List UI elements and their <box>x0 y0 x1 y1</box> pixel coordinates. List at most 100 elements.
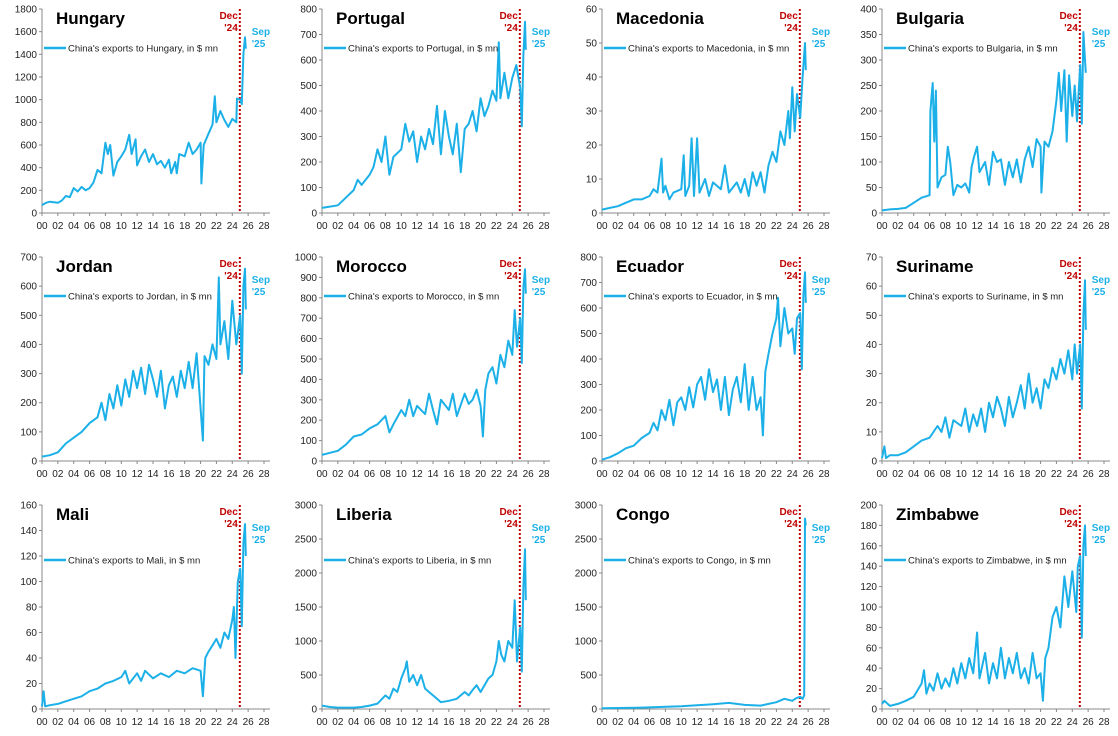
x-tick-label: 22 <box>491 221 503 232</box>
x-tick-label: 00 <box>876 717 888 728</box>
x-tick-label: 00 <box>596 469 608 480</box>
legend-label: China's exports to Congo, in $ mn <box>628 556 771 567</box>
x-tick-label: 10 <box>956 717 968 728</box>
series-line-macedonia <box>601 42 807 211</box>
x-tick-label: 28 <box>258 717 270 728</box>
line-chart: 0 50 100 150 200 250 300 350 400 00 02 04 06 08 10 12 14… <box>860 5 1110 233</box>
legend-label: China's exports to Bulgaria, in $ mn <box>908 44 1058 55</box>
chart-title: Mali <box>56 505 89 524</box>
x-tick-label: 10 <box>116 469 128 480</box>
y-tick-label: 50 <box>586 39 598 50</box>
y-tick-label: 2000 <box>575 569 598 580</box>
x-tick-label: 22 <box>771 717 783 728</box>
x-tick-label: 16 <box>1003 717 1015 728</box>
x-tick-label: 26 <box>1083 221 1095 232</box>
chart-panel-ecuador: 0 100 200 300 400 500 600 700 800 00 02 04 06 08 10 12 1… <box>560 248 840 488</box>
y-tick-label: 60 <box>26 628 38 639</box>
x-tick-label: 10 <box>676 717 688 728</box>
x-tick-label: 24 <box>507 221 519 232</box>
y-tick-label: 800 <box>20 118 37 129</box>
y-tick-label: 200 <box>860 107 877 118</box>
marker-label-month: Dec <box>499 259 518 270</box>
x-tick-label: 16 <box>723 221 735 232</box>
x-tick-label: 08 <box>380 469 392 480</box>
x-tick-label: 20 <box>755 469 767 480</box>
end-label-month: Sep <box>812 27 830 38</box>
y-tick-label: 160 <box>20 501 37 512</box>
legend-label: China's exports to Suriname, in $ mn <box>908 292 1063 303</box>
y-tick-label: 1000 <box>15 95 38 106</box>
series-line-congo <box>601 517 807 710</box>
x-tick-label: 22 <box>771 221 783 232</box>
x-tick-label: 10 <box>396 469 408 480</box>
y-tick-label: 80 <box>26 603 38 614</box>
x-tick-label: 04 <box>628 221 640 232</box>
y-tick-label: 40 <box>866 664 878 675</box>
x-tick-label: 14 <box>987 469 999 480</box>
x-tick-label: 02 <box>52 717 64 728</box>
y-tick-label: 600 <box>300 56 317 67</box>
x-tick-label: 02 <box>332 469 344 480</box>
y-tick-label: 120 <box>20 552 37 563</box>
x-tick-label: 28 <box>258 469 270 480</box>
marker-label-month: Dec <box>779 259 798 270</box>
y-tick-label: 0 <box>591 457 597 468</box>
chart-panel-hungary: 0 200 400 600 800 1000 1200 1400 1600 1800 00 02 04 0… <box>0 0 280 240</box>
x-tick-label: 24 <box>787 717 799 728</box>
line-chart: 0 10 20 30 40 50 60 00 02 04 06 08 10 12 14 16 18 20 22 24 2… <box>586 5 830 233</box>
x-tick-label: 20 <box>755 221 767 232</box>
x-tick-label: 06 <box>84 221 96 232</box>
y-tick-label: 800 <box>300 5 317 16</box>
x-tick-label: 18 <box>739 717 751 728</box>
x-tick-label: 20 <box>195 469 207 480</box>
y-tick-label: 60 <box>586 5 598 16</box>
x-tick-label: 16 <box>723 717 735 728</box>
y-tick-label: 140 <box>860 562 877 573</box>
x-tick-label: 20 <box>195 717 207 728</box>
x-tick-label: 10 <box>956 221 968 232</box>
x-tick-label: 16 <box>1003 221 1015 232</box>
y-tick-label: 180 <box>860 521 877 532</box>
end-label-year: '25 <box>532 39 546 50</box>
y-tick-label: 100 <box>300 183 317 194</box>
chart-title: Zimbabwe <box>896 505 979 524</box>
x-tick-label: 08 <box>380 221 392 232</box>
x-tick-label: 18 <box>739 469 751 480</box>
chart-title: Portugal <box>336 9 405 28</box>
x-tick-label: 22 <box>211 221 223 232</box>
marker-label-year: '24 <box>504 519 518 530</box>
x-tick-label: 18 <box>739 221 751 232</box>
y-tick-label: 500 <box>300 81 317 92</box>
x-tick-label: 12 <box>692 717 704 728</box>
x-tick-label: 14 <box>427 469 439 480</box>
chart-panel-zimbabwe: 0 20 40 60 80 100 120 140 160 180 200 00 02 04 06 08 10 1… <box>840 496 1118 736</box>
end-label-month: Sep <box>532 523 550 534</box>
y-tick-label: 0 <box>311 209 317 220</box>
x-tick-label: 08 <box>100 717 112 728</box>
y-tick-label: 1600 <box>15 27 38 38</box>
marker-label-month: Dec <box>219 259 238 270</box>
x-tick-label: 16 <box>163 469 175 480</box>
end-label-year: '25 <box>812 287 826 298</box>
y-tick-label: 80 <box>866 623 878 634</box>
y-tick-label: 100 <box>20 577 37 588</box>
end-label-year: '25 <box>252 535 266 546</box>
y-tick-label: 2500 <box>575 535 598 546</box>
y-tick-label: 400 <box>300 107 317 118</box>
y-tick-label: 300 <box>20 369 37 380</box>
chart-panel-bulgaria: 0 50 100 150 200 250 300 350 400 00 02 04 06 08 10 12 14… <box>840 0 1118 240</box>
x-tick-label: 06 <box>364 221 376 232</box>
x-tick-label: 18 <box>1019 469 1031 480</box>
x-tick-label: 00 <box>316 221 328 232</box>
x-tick-label: 12 <box>972 221 984 232</box>
y-tick-label: 100 <box>300 436 317 447</box>
marker-label-month: Dec <box>499 507 518 518</box>
chart-panel-suriname: 0 10 20 30 40 50 60 70 00 02 04 06 08 10 12 14 16 18 20 22 2… <box>840 248 1118 488</box>
legend-label: China's exports to Hungary, in $ mn <box>68 44 218 55</box>
y-tick-label: 60 <box>866 282 878 293</box>
x-tick-label: 06 <box>364 717 376 728</box>
marker-label-year: '24 <box>224 23 238 34</box>
x-tick-label: 28 <box>538 717 550 728</box>
